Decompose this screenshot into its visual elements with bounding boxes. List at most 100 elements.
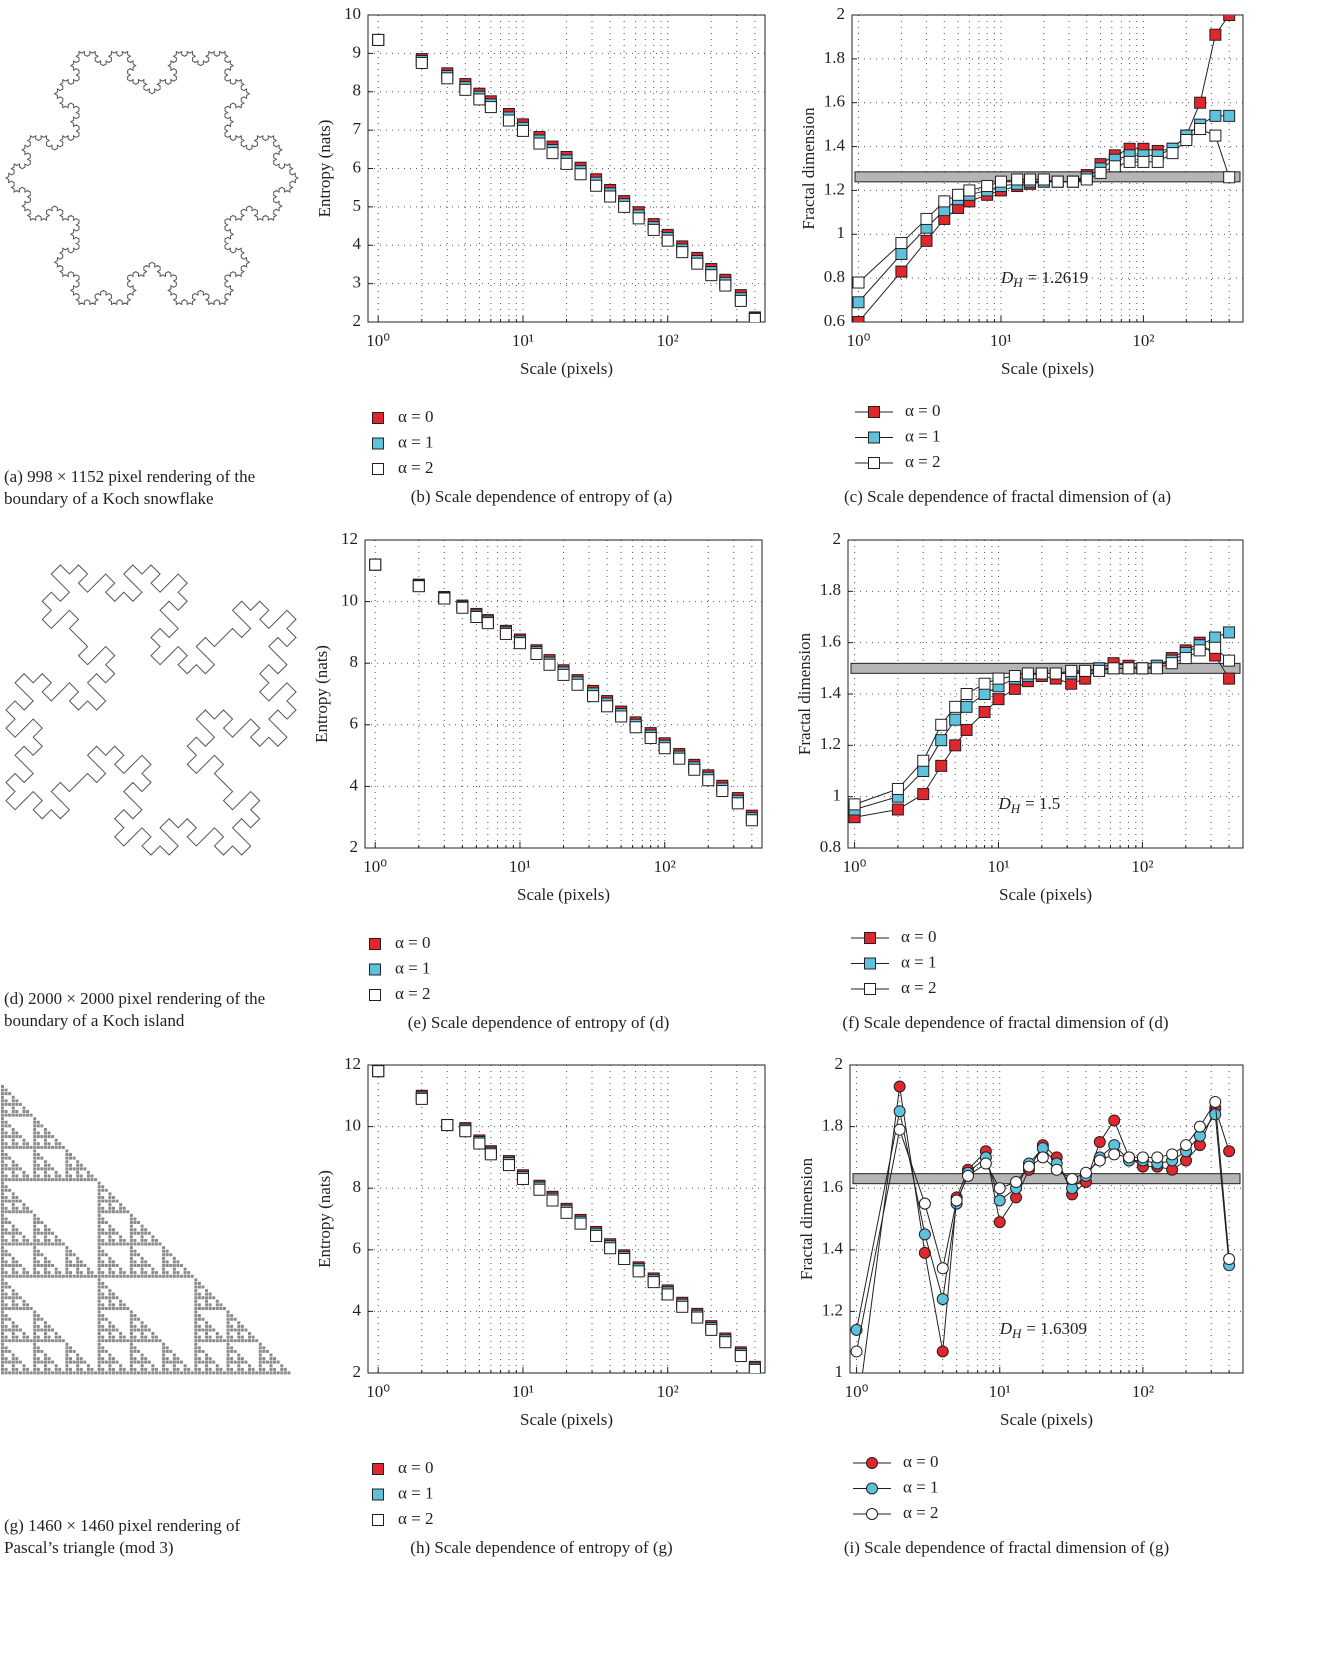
data-point	[734, 1350, 747, 1363]
data-point	[893, 1105, 906, 1118]
plot-frame	[851, 14, 1244, 323]
data-point	[484, 1148, 497, 1161]
legend-marker	[372, 1488, 384, 1501]
data-point	[748, 312, 761, 322]
y-tick-label: 0.8	[824, 267, 845, 286]
y-tick-label: 1	[833, 786, 842, 805]
data-point	[1209, 631, 1222, 644]
data-point	[1136, 1151, 1149, 1164]
data-point	[618, 200, 631, 213]
y-tick-label: 2	[837, 4, 846, 23]
y-tick-label: 8	[353, 81, 362, 100]
data-point	[632, 212, 645, 225]
data-point	[1166, 1148, 1179, 1161]
data-point	[543, 658, 556, 671]
data-point	[590, 1229, 603, 1242]
data-point	[1066, 175, 1079, 188]
data-point	[918, 1228, 931, 1241]
data-point	[1065, 664, 1078, 677]
y-tick-label: 10	[341, 591, 358, 610]
y-tick-label: 10	[344, 1116, 361, 1135]
plot-content	[848, 626, 1241, 824]
data-point	[516, 1172, 529, 1185]
data-point	[372, 33, 385, 46]
data-point	[705, 1323, 718, 1336]
data-point	[716, 785, 729, 798]
data-point	[372, 1065, 385, 1078]
legend-label: α = 0	[903, 1452, 939, 1471]
image-caption: (g) 1460 × 1460 pixel rendering of Pasca…	[4, 1516, 241, 1557]
y-tick-label: 1.6	[820, 632, 841, 651]
data-point	[1223, 1253, 1236, 1266]
data-point	[993, 1216, 1006, 1229]
data-point	[979, 1157, 992, 1170]
data-point	[1051, 175, 1064, 188]
data-point	[557, 668, 570, 681]
data-point	[1049, 667, 1062, 680]
image-caption: (d) 2000 × 2000 pixel rendering of the b…	[4, 989, 266, 1030]
data-point	[1108, 1114, 1121, 1127]
data-point	[1223, 171, 1236, 184]
y-tick-label: 4	[353, 1300, 362, 1319]
annotation: DH = 1.6309	[999, 1319, 1087, 1341]
legend-label: α = 2	[398, 1509, 434, 1528]
chart-caption: (b) Scale dependence of entropy of (a)	[411, 487, 672, 506]
data-point	[851, 1414, 862, 1425]
data-point	[850, 1323, 863, 1336]
annotation-text: = 1.2619	[1028, 268, 1089, 287]
data-point	[1150, 662, 1163, 675]
koch-island	[5, 564, 297, 856]
y-tick-label: 1.8	[820, 580, 841, 599]
data-point	[893, 1123, 906, 1136]
annotation: DH = 1.5	[997, 794, 1060, 816]
data-point	[1050, 1163, 1063, 1176]
data-point	[1010, 1176, 1023, 1189]
legend-marker	[372, 463, 384, 475]
y-tick-label: 9	[353, 42, 362, 61]
data-point	[1035, 667, 1048, 680]
annotation-text: = 1.5	[1025, 794, 1060, 813]
y-tick-label: 8	[353, 1177, 362, 1196]
y-tick-label: 0.6	[824, 311, 845, 330]
data-point	[1223, 1145, 1236, 1158]
data-point	[533, 137, 546, 150]
annotation-subscript: H	[1010, 801, 1021, 816]
y-tick-label: 6	[353, 1239, 362, 1258]
data-point	[481, 617, 494, 630]
annotation-symbol: D	[999, 1319, 1013, 1338]
x-axis-label: Scale (pixels)	[1000, 1410, 1093, 1429]
x-tick-label: 10⁰	[847, 331, 871, 350]
y-tick-label: 2	[353, 1362, 362, 1381]
data-point	[978, 688, 991, 700]
data-point	[1093, 1154, 1106, 1167]
data-point	[604, 1242, 617, 1255]
data-point	[745, 814, 758, 827]
plot-frame	[847, 539, 1244, 849]
data-point	[1036, 1151, 1049, 1164]
chart: 2 4 6 8 10 12 10⁰ 10¹ 10² Scale (pixels) Entropy (…	[315, 1054, 766, 1557]
data-point	[1209, 109, 1222, 122]
x-tick-label: 10²	[657, 331, 679, 350]
legend-label: α = 1	[901, 952, 937, 971]
x-tick-label: 10²	[1132, 1382, 1154, 1401]
data-point	[917, 754, 930, 767]
data-point	[574, 168, 587, 181]
legend-label: α = 0	[398, 1458, 434, 1477]
x-tick-label: 10¹	[987, 857, 1009, 876]
data-point	[935, 759, 948, 772]
y-tick-label: 6	[353, 157, 362, 176]
legend-label: α = 0	[395, 933, 431, 952]
data-point	[1093, 664, 1106, 677]
x-tick-label: 10⁰	[363, 857, 387, 876]
data-point	[920, 234, 933, 247]
data-point	[936, 1293, 949, 1306]
data-point	[1080, 173, 1093, 186]
annotation-symbol: D	[997, 794, 1011, 813]
data-point	[950, 1194, 963, 1207]
data-point	[895, 248, 908, 261]
data-point	[604, 190, 617, 203]
plot-content	[850, 1080, 1241, 1425]
x-axis-label: Scale (pixels)	[1001, 359, 1094, 378]
data-point	[1165, 657, 1178, 670]
